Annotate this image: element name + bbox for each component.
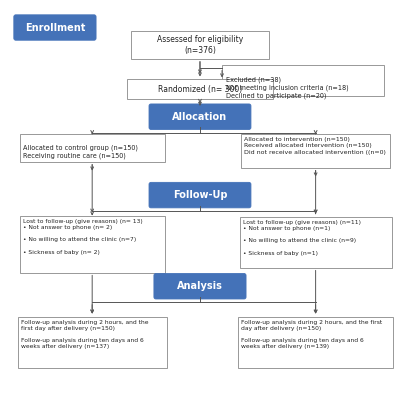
Text: Lost to follow-up (give reasons) (n= 13)
• Not answer to phone (n= 2)

• No will: Lost to follow-up (give reasons) (n= 13)…: [23, 219, 142, 255]
Bar: [20, 134, 165, 162]
FancyBboxPatch shape: [149, 182, 251, 208]
Text: Assessed for eligibility
(n=376): Assessed for eligibility (n=376): [157, 35, 243, 55]
Text: Follow-Up: Follow-Up: [173, 190, 227, 200]
Bar: [20, 216, 165, 272]
Text: Excluded (n=38)
Not meeting inclusion criteria (n=18)
Declined to participate (n: Excluded (n=38) Not meeting inclusion cr…: [226, 76, 349, 99]
Bar: [240, 217, 392, 268]
Text: Randomized (n= 300): Randomized (n= 300): [158, 85, 242, 94]
Text: Enrollment: Enrollment: [25, 22, 85, 32]
Text: Allocated to intervention (n=150)
Received allocated intervention (n=150)
Did no: Allocated to intervention (n=150) Receiv…: [244, 137, 386, 155]
Bar: [222, 65, 384, 96]
FancyBboxPatch shape: [154, 274, 246, 299]
Bar: [238, 317, 393, 368]
Text: Allocation: Allocation: [172, 112, 228, 122]
Text: Lost to follow-up (give reasons) (n=11)
• Not answer to phone (n=1)

• No willin: Lost to follow-up (give reasons) (n=11) …: [243, 220, 361, 256]
Bar: [127, 80, 273, 99]
Bar: [241, 134, 390, 168]
Bar: [131, 32, 269, 59]
Text: Follow-up analysis during 2 hours, and the first
day after delivery (n=150)

Fol: Follow-up analysis during 2 hours, and t…: [241, 320, 382, 349]
Text: Analysis: Analysis: [177, 281, 223, 291]
Text: Allocated to control group (n=150)
Receiving routine care (n=150): Allocated to control group (n=150) Recei…: [23, 144, 137, 159]
FancyBboxPatch shape: [149, 104, 251, 130]
FancyBboxPatch shape: [14, 15, 96, 40]
Bar: [18, 317, 167, 368]
Text: Follow-up analysis during 2 hours, and the
first day after delivery (n=150)

Fol: Follow-up analysis during 2 hours, and t…: [21, 320, 148, 349]
